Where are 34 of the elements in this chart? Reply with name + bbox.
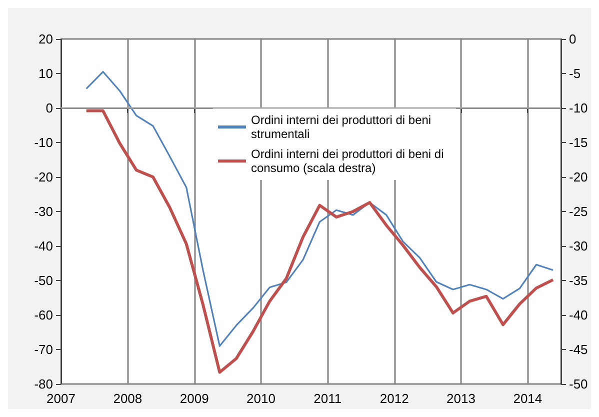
y-tick-label: -60 — [34, 308, 53, 322]
y-tick-label: 20 — [38, 32, 53, 46]
y2-tick-label: -45 — [569, 342, 588, 357]
y-tick-label: 0 — [46, 100, 53, 116]
y-tick-label: -30 — [34, 204, 53, 219]
y2-tick-label: -5 — [569, 66, 581, 81]
legend-label: Ordini interni dei produttori di beni strumentali — [251, 113, 434, 141]
y-tick-label: 10 — [38, 66, 53, 81]
y2-tick-label: -40 — [569, 308, 588, 322]
x-tick-label: 2007 — [46, 391, 76, 406]
y2-tick-label: -15 — [569, 135, 588, 150]
y2-tick-label: -10 — [569, 100, 588, 116]
y-tick-label: -80 — [34, 376, 53, 392]
y2-tick-label: 0 — [569, 32, 576, 46]
y2-tick-label: -35 — [569, 273, 588, 288]
x-tick-label: 2008 — [113, 391, 142, 406]
x-tick-label: 2013 — [446, 391, 476, 406]
y-tick-label: -70 — [34, 342, 53, 357]
y-tick-label: -40 — [34, 238, 53, 254]
x-tick-label: 2014 — [513, 391, 542, 406]
y2-tick-label: -50 — [569, 376, 588, 392]
x-tick-label: 2011 — [314, 391, 342, 406]
x-tick-label: 2010 — [246, 391, 276, 406]
line-series — [84, 109, 554, 374]
x-tick-label: 2012 — [380, 391, 409, 406]
y2-tick-label: -25 — [569, 204, 588, 219]
y-tick-label: -50 — [34, 273, 53, 288]
y2-tick-label: -20 — [569, 170, 588, 184]
line-series — [86, 70, 554, 347]
x-tick-label: 2009 — [180, 391, 209, 406]
y-tick-label: -20 — [34, 170, 53, 184]
y2-tick-label: -30 — [569, 238, 588, 254]
y-tick-label: -10 — [34, 135, 53, 150]
legend-label: Ordini interni dei produttori di beni di consumo (scala destra) — [251, 147, 448, 175]
